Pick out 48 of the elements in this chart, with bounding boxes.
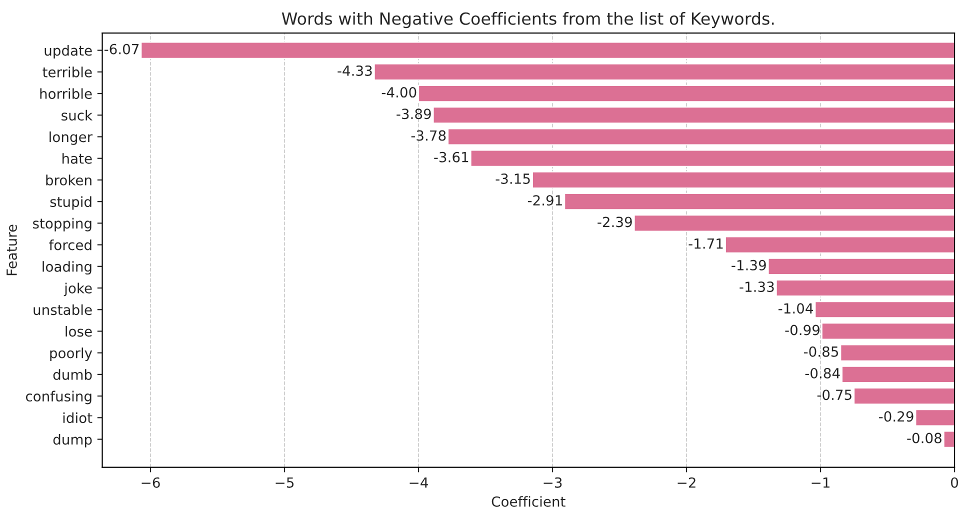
- data-label: -3.89: [396, 108, 431, 120]
- y-tick-label: terrible: [42, 66, 92, 78]
- y-tick-label: loading: [42, 261, 92, 275]
- data-label: -0.99: [785, 324, 820, 336]
- y-axis-title: Feature: [6, 224, 17, 276]
- x-tick-label: −1: [812, 478, 830, 488]
- y-tick-label: suck: [62, 110, 93, 121]
- x-tick-label: −4: [410, 478, 428, 488]
- y-tick-label: forced: [49, 240, 92, 250]
- data-label: -4.33: [338, 65, 372, 76]
- y-tick-label: horrible: [40, 88, 92, 99]
- y-tick-label: poorly: [50, 348, 92, 361]
- x-tick-label: −6: [142, 477, 160, 488]
- y-tick-label: stopping: [33, 218, 92, 232]
- x-tick-label: −2: [678, 477, 696, 488]
- data-label: -0.29: [879, 411, 914, 422]
- data-label: -2.91: [528, 195, 562, 206]
- y-tick-label: joke: [64, 282, 92, 296]
- data-label: -1.04: [778, 303, 813, 314]
- y-tick-label: stupid: [50, 196, 92, 210]
- y-tick-label: update: [44, 45, 92, 58]
- y-tick-label: lose: [66, 326, 92, 337]
- y-tick-label: dumb: [53, 369, 92, 380]
- y-tick-label: confusing: [26, 390, 92, 404]
- y-tick-label: idiot: [63, 412, 92, 424]
- data-label: -1.39: [732, 260, 766, 270]
- data-label: -4.00: [382, 87, 416, 98]
- data-label: -1.33: [740, 282, 774, 292]
- y-tick-label: hate: [62, 153, 92, 164]
- data-label: -0.85: [804, 346, 838, 357]
- data-label: -2.39: [598, 216, 632, 228]
- x-tick-label: −3: [544, 477, 562, 488]
- y-tick-label: unstable: [34, 304, 92, 316]
- x-axis-title: Coefficient: [492, 496, 566, 507]
- data-label: -0.84: [805, 368, 840, 378]
- y-tick-label: broken: [46, 174, 92, 186]
- x-tick-label: 0: [951, 477, 958, 488]
- data-label: -3.61: [434, 152, 468, 162]
- data-label: -0.75: [817, 390, 852, 400]
- y-tick-label: dump: [53, 434, 92, 448]
- x-tick-label: −5: [276, 478, 294, 488]
- data-label: -3.78: [411, 130, 446, 141]
- data-label: -1.71: [688, 238, 723, 249]
- data-label: -0.08: [907, 432, 942, 444]
- chart-title: Words with Negative Coefficients from the list of Keywords.: [282, 12, 774, 28]
- data-label: -3.15: [496, 173, 530, 184]
- y-tick-label: longer: [50, 131, 93, 145]
- data-label: -6.07: [104, 44, 139, 54]
